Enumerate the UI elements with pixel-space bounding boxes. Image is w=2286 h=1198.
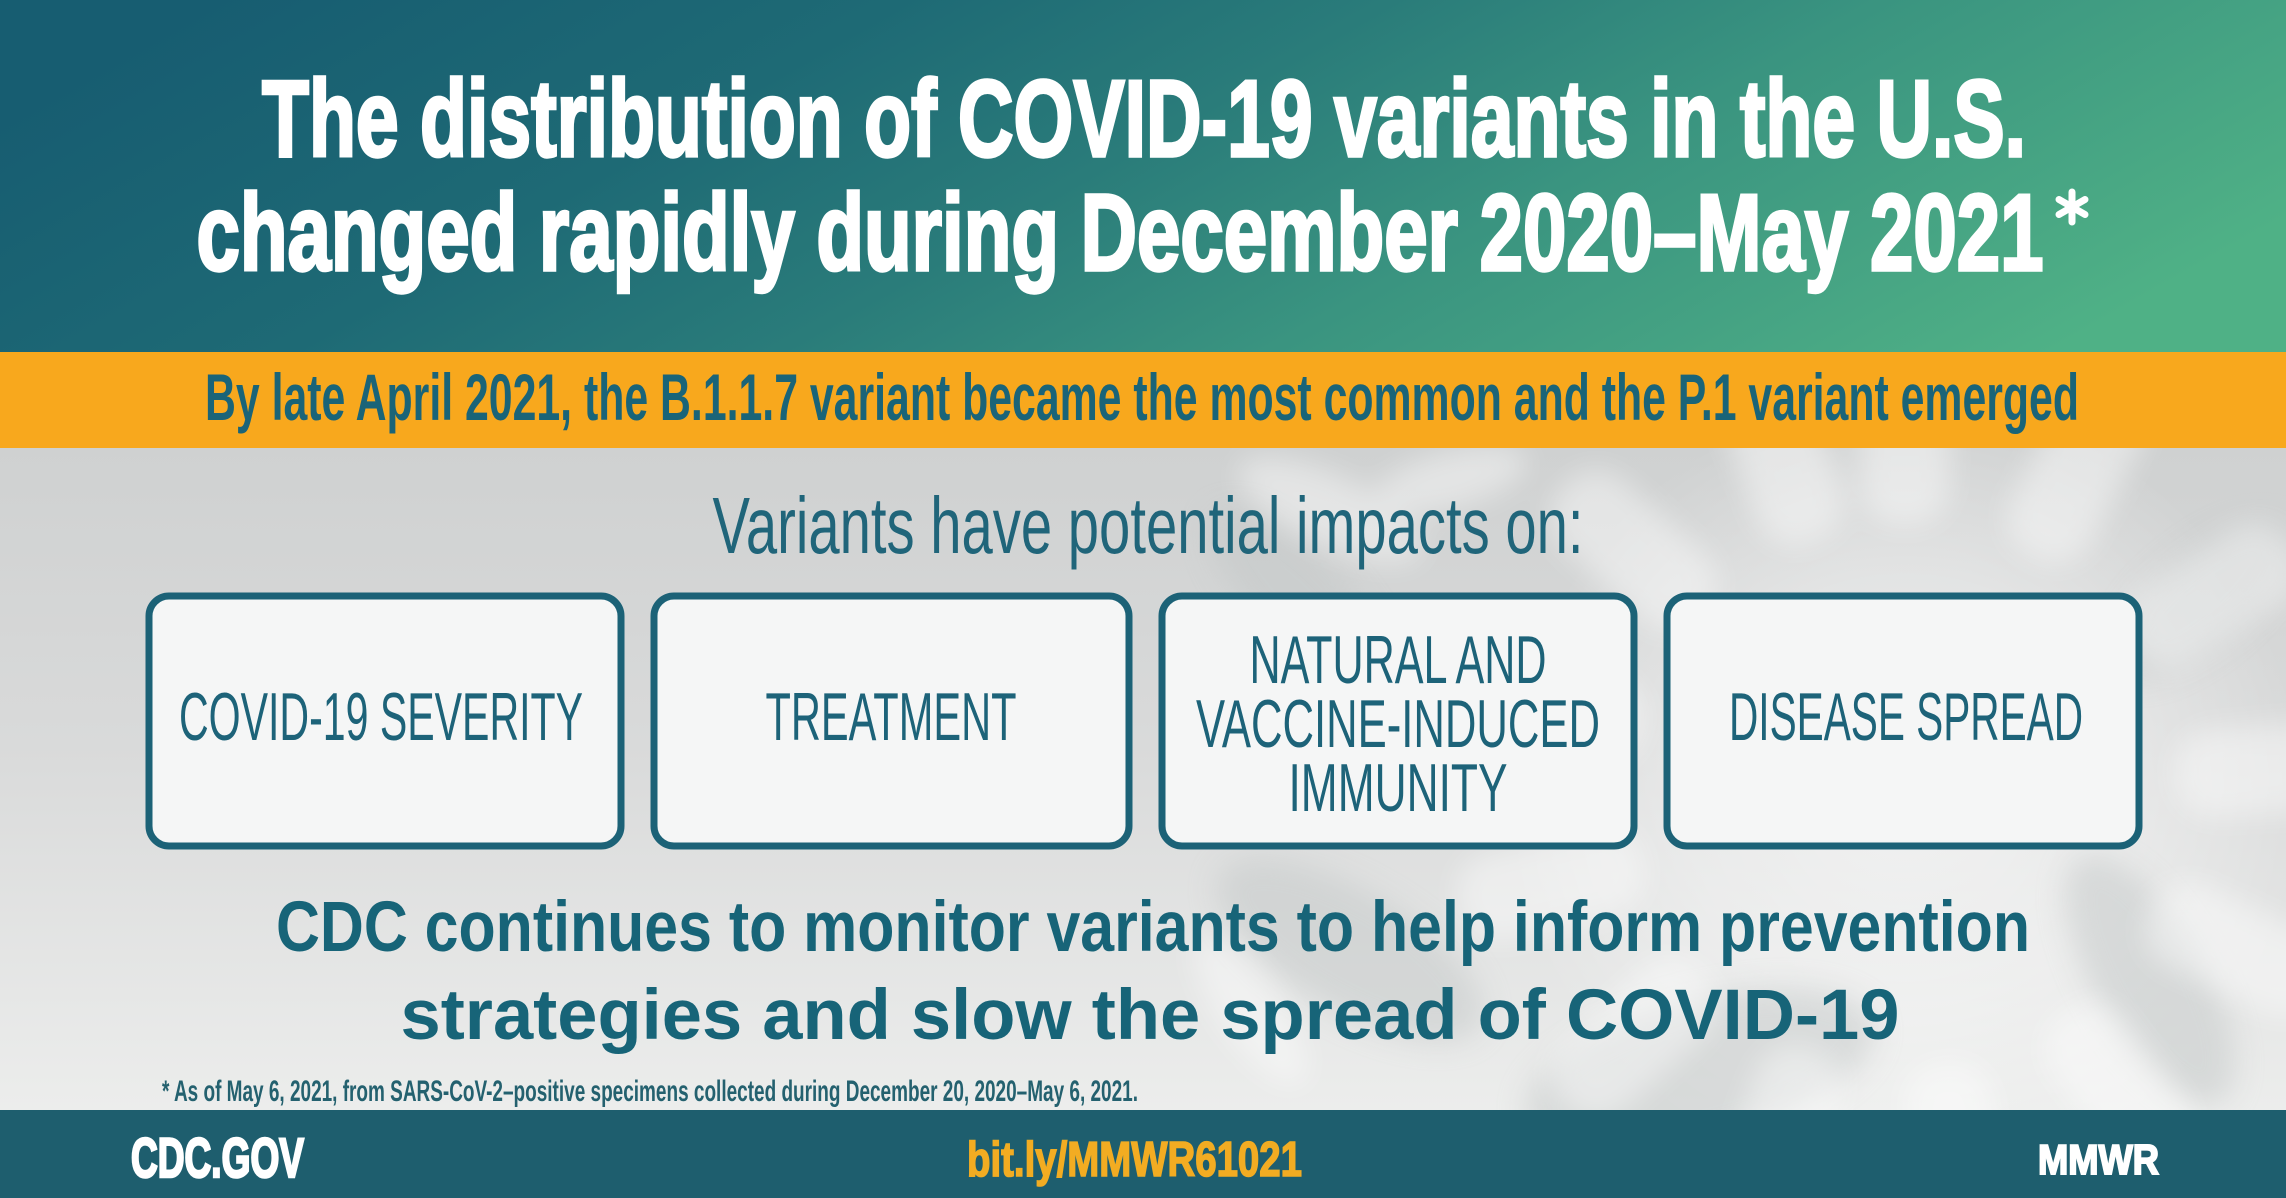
svg-text:* As of May 6, 2021, from SARS: * As of May 6, 2021, from SARS-CoV-2–pos… bbox=[162, 1075, 1138, 1108]
svg-text:strategies and slow the spread: strategies and slow the spread of COVID-… bbox=[401, 976, 1900, 1055]
svg-text:CDC.GOV: CDC.GOV bbox=[131, 1126, 304, 1189]
svg-text:TREATMENT: TREATMENT bbox=[766, 679, 1017, 755]
svg-text:COVID-19 SEVERITY: COVID-19 SEVERITY bbox=[179, 679, 583, 755]
svg-text:VACCINE-INDUCED: VACCINE-INDUCED bbox=[1196, 686, 1600, 762]
svg-text:bit.ly/MMWR61021: bit.ly/MMWR61021 bbox=[967, 1133, 1302, 1187]
svg-text:NATURAL AND: NATURAL AND bbox=[1250, 622, 1547, 698]
svg-text:By late April 2021, the B.1.1.: By late April 2021, the B.1.1.7 variant … bbox=[205, 360, 2079, 434]
svg-text:MMWR: MMWR bbox=[2038, 1136, 2159, 1183]
svg-text:DISEASE SPREAD: DISEASE SPREAD bbox=[1729, 679, 2083, 755]
svg-text:Variants have potential impact: Variants have potential impacts on: bbox=[713, 481, 1584, 570]
svg-text:IMMUNITY: IMMUNITY bbox=[1289, 750, 1508, 826]
svg-text:CDC continues to monitor varia: CDC continues to monitor variants to hel… bbox=[276, 888, 2030, 967]
svg-text:The distribution of COVID-19 v: The distribution of COVID-19 variants in… bbox=[262, 58, 2026, 180]
svg-text:changed rapidly during Decembe: changed rapidly during December 2020–May… bbox=[197, 172, 2044, 294]
